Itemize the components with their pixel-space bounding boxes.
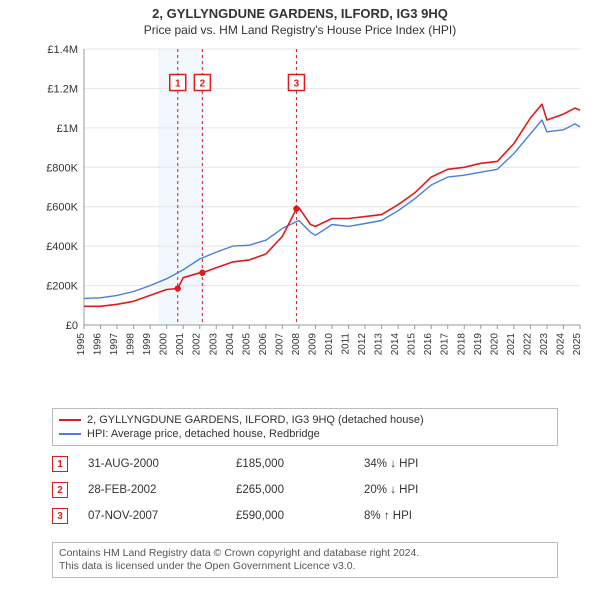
sale-marker-box: 2 (52, 482, 68, 498)
svg-text:£0: £0 (66, 320, 78, 332)
svg-text:2005: 2005 (241, 333, 252, 356)
legend-swatch (59, 433, 81, 435)
svg-text:2013: 2013 (374, 333, 385, 356)
svg-text:2006: 2006 (258, 333, 269, 356)
chart-svg: £0 £200K £400K £600K £800K £1M £1.2M £1.4M 1995 1… (28, 41, 588, 381)
svg-text:1: 1 (175, 79, 181, 90)
svg-text:2023: 2023 (539, 333, 550, 356)
svg-text:2012: 2012 (357, 333, 368, 356)
svg-text:2003: 2003 (208, 333, 219, 356)
legend-box: 2, GYLLYNGDUNE GARDENS, ILFORD, IG3 9HQ … (52, 408, 558, 446)
svg-text:£400K: £400K (46, 241, 78, 253)
svg-text:£200K: £200K (46, 281, 78, 293)
chart-container: { "title_line1": "2, GYLLYNGDUNE GARDENS… (0, 0, 600, 590)
sale-delta: 8% ↑ HPI (364, 510, 484, 522)
legend-label: 2, GYLLYNGDUNE GARDENS, ILFORD, IG3 9HQ … (87, 413, 424, 427)
svg-text:2014: 2014 (390, 333, 401, 356)
svg-text:£1.2M: £1.2M (47, 83, 78, 95)
legend-item: 2, GYLLYNGDUNE GARDENS, ILFORD, IG3 9HQ … (59, 413, 551, 427)
legend-swatch (59, 419, 81, 421)
sale-price: £590,000 (236, 510, 356, 522)
svg-text:£1M: £1M (57, 123, 78, 135)
svg-text:2010: 2010 (324, 333, 335, 356)
svg-text:1998: 1998 (126, 333, 137, 356)
svg-text:2002: 2002 (192, 333, 203, 356)
svg-text:£800K: £800K (46, 162, 78, 174)
chart-titles: 2, GYLLYNGDUNE GARDENS, ILFORD, IG3 9HQ … (0, 0, 600, 37)
sale-price: £185,000 (236, 458, 356, 470)
chart-title-subtitle: Price paid vs. HM Land Registry's House … (0, 23, 600, 37)
sale-delta: 20% ↓ HPI (364, 484, 484, 496)
svg-text:3: 3 (294, 79, 300, 90)
svg-text:£1.4M: £1.4M (47, 44, 78, 56)
svg-text:2009: 2009 (307, 333, 318, 356)
svg-text:2008: 2008 (291, 333, 302, 356)
sale-marker-box: 1 (52, 456, 68, 472)
svg-text:2018: 2018 (456, 333, 467, 356)
svg-text:2024: 2024 (555, 333, 566, 356)
legend-label: HPI: Average price, detached house, Redb… (87, 427, 320, 441)
sale-date: 31-AUG-2000 (88, 458, 228, 470)
svg-text:2015: 2015 (407, 333, 418, 356)
chart-title-address: 2, GYLLYNGDUNE GARDENS, ILFORD, IG3 9HQ (0, 6, 600, 21)
license-footer: Contains HM Land Registry data © Crown c… (52, 542, 558, 578)
svg-text:2025: 2025 (572, 333, 583, 356)
svg-text:2004: 2004 (225, 333, 236, 356)
svg-text:2020: 2020 (489, 333, 500, 356)
sale-delta: 34% ↓ HPI (364, 458, 484, 470)
footer-line1: Contains HM Land Registry data © Crown c… (59, 547, 551, 560)
svg-text:2007: 2007 (274, 333, 285, 356)
svg-text:2000: 2000 (159, 333, 170, 356)
legend-item: HPI: Average price, detached house, Redb… (59, 427, 551, 441)
svg-text:2011: 2011 (341, 333, 352, 355)
footer-line2: This data is licensed under the Open Gov… (59, 560, 551, 573)
svg-text:1997: 1997 (109, 333, 120, 356)
svg-text:2019: 2019 (473, 333, 484, 356)
svg-text:2021: 2021 (506, 333, 517, 356)
svg-text:2: 2 (200, 79, 206, 90)
svg-text:1996: 1996 (93, 333, 104, 356)
svg-text:1999: 1999 (142, 333, 153, 356)
chart-plot-area: £0 £200K £400K £600K £800K £1M £1.2M £1.4M 1995 1… (28, 41, 588, 381)
sale-marker-box: 3 (52, 508, 68, 524)
sale-price: £265,000 (236, 484, 356, 496)
svg-text:2016: 2016 (423, 333, 434, 356)
sale-date: 07-NOV-2007 (88, 510, 228, 522)
sale-date: 28-FEB-2002 (88, 484, 228, 496)
svg-text:1995: 1995 (76, 333, 87, 356)
sales-info-table: 1 31-AUG-2000 £185,000 34% ↓ HPI 2 28-FEB-200… (52, 456, 484, 524)
svg-text:2001: 2001 (175, 333, 186, 356)
svg-text:£600K: £600K (46, 202, 78, 214)
svg-text:2022: 2022 (522, 333, 533, 356)
svg-text:2017: 2017 (440, 333, 451, 356)
